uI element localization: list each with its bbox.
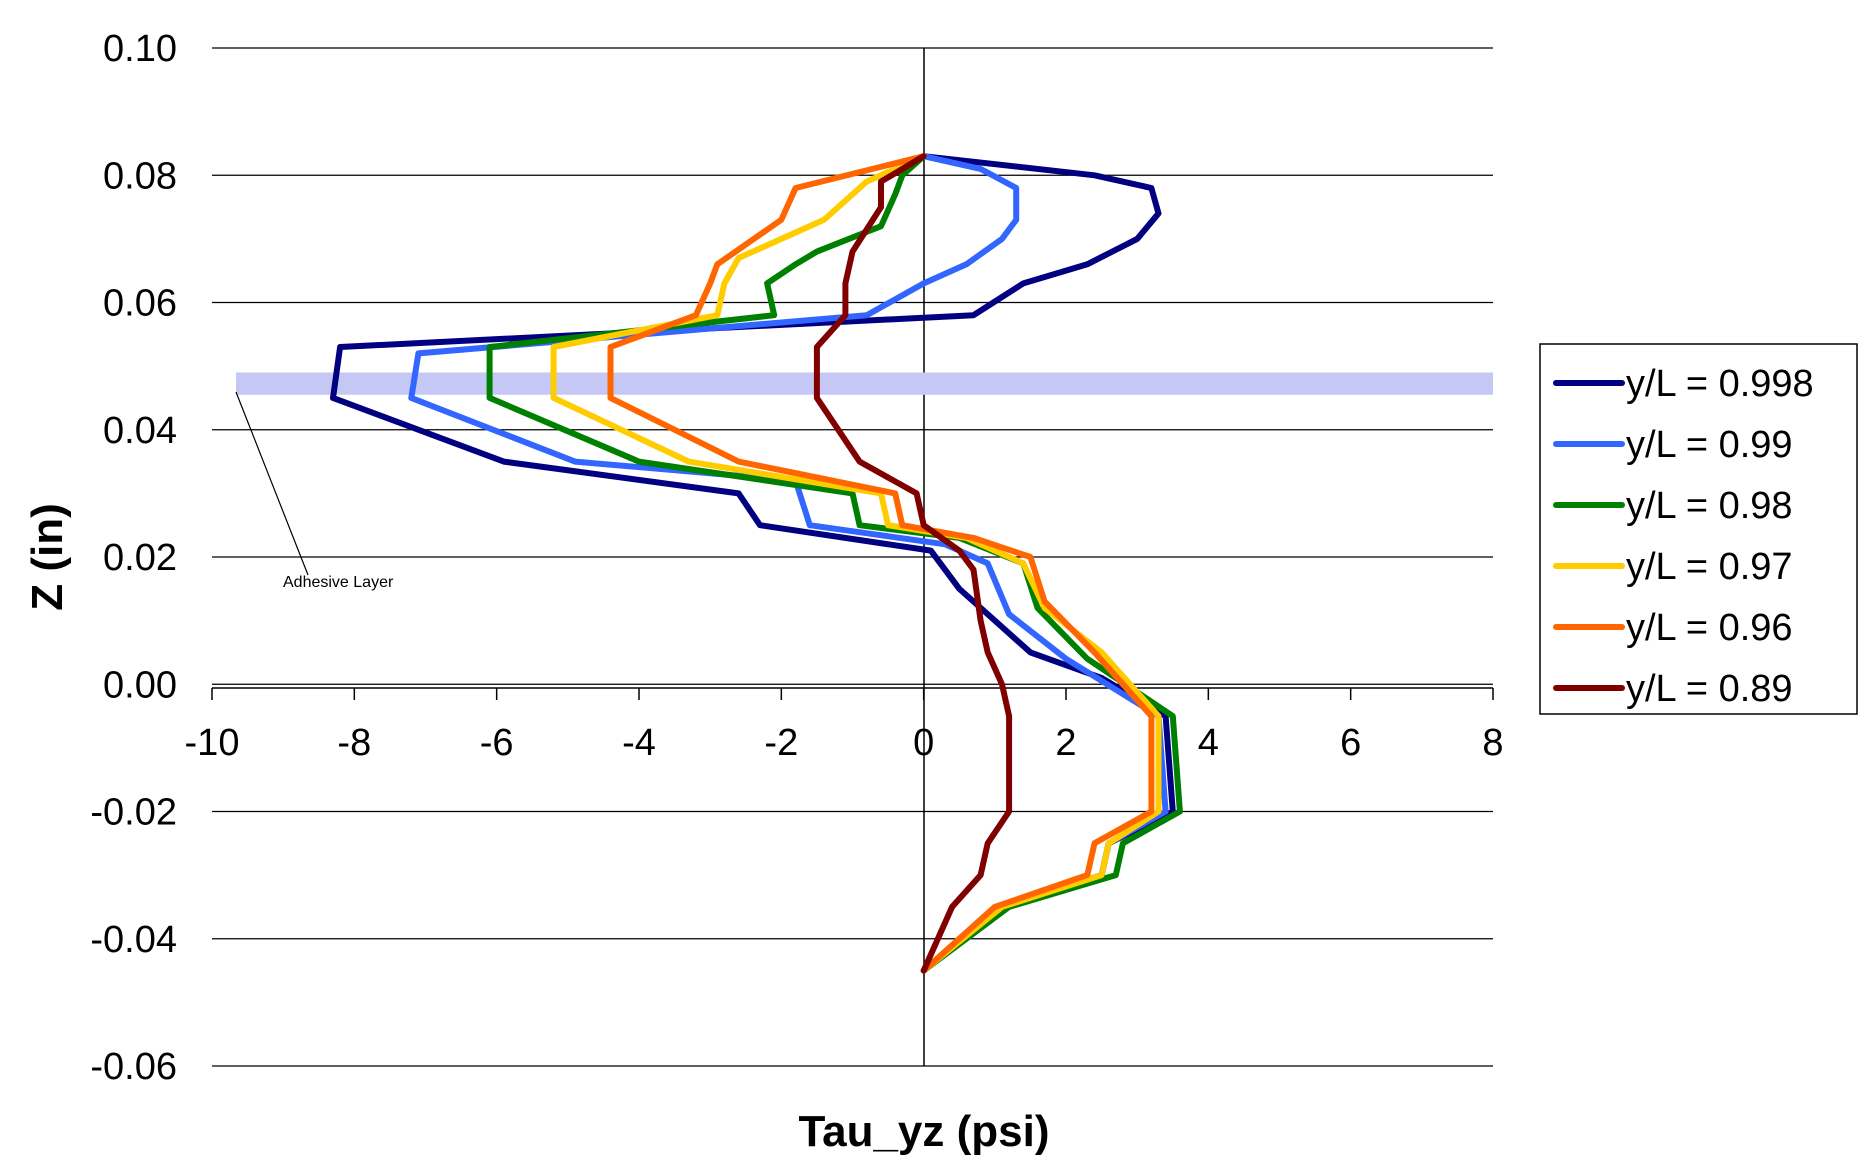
y-tick-label: -0.02	[90, 792, 177, 834]
series-line-4	[550, 153, 1162, 974]
gridlines	[212, 47, 1493, 1067]
y-axis-title: Z (in)	[23, 503, 72, 611]
series-line-6	[813, 153, 1013, 974]
series-line-5	[607, 153, 1155, 974]
legend-label-6: y/L = 0.89	[1626, 668, 1793, 710]
legend-label-1: y/L = 0.998	[1626, 363, 1814, 405]
y-tick-label: 0.06	[103, 283, 177, 325]
legend-box	[1539, 343, 1858, 715]
legend-items: y/L = 0.998 y/L = 0.99 y/L = 0.98 y/L = 0.9…	[1553, 363, 1814, 710]
x-tick-label: -4	[622, 722, 656, 764]
legend-label-3: y/L = 0.98	[1626, 485, 1793, 527]
x-tick-label: 6	[1340, 722, 1361, 764]
x-ticks	[211, 688, 1494, 700]
legend-label-2: y/L = 0.99	[1626, 424, 1793, 466]
legend: y/L = 0.998 y/L = 0.99 y/L = 0.98 y/L = 0.9…	[1539, 343, 1858, 715]
y-tick-label: -0.06	[90, 1046, 177, 1088]
adhesive-layer-leader-line	[235, 391, 309, 576]
x-tick-label: -10	[185, 722, 240, 764]
series-line-2	[408, 153, 1169, 974]
y-tick-label: 0.02	[103, 537, 177, 579]
y-tick-label: 0.00	[103, 664, 177, 706]
adhesive-layer-label: Adhesive Layer	[283, 574, 394, 591]
legend-label-5: y/L = 0.96	[1626, 607, 1793, 649]
x-tick-label: 0	[913, 722, 934, 764]
y-tick-labels: 0.10 0.08 0.06 0.04 0.02 0.00 -0.02 -0.04 -0.06	[90, 28, 177, 1088]
y-tick-label: 0.10	[103, 28, 177, 70]
series-lines	[330, 153, 1183, 974]
x-tick-label: -8	[337, 722, 371, 764]
adhesive-layer-band	[236, 372, 1493, 395]
y-tick-label: 0.04	[103, 410, 177, 452]
x-tick-label: -2	[764, 722, 798, 764]
x-tick-label: 4	[1198, 722, 1219, 764]
x-tick-label: 8	[1482, 722, 1503, 764]
x-tick-label: 2	[1055, 722, 1076, 764]
x-tick-labels: -10 -8 -6 -4 -2 0 2 4 6 8	[185, 722, 1504, 764]
legend-label-4: y/L = 0.97	[1626, 546, 1793, 588]
x-tick-label: -6	[480, 722, 514, 764]
x-axis-title: Tau_yz (psi)	[798, 1107, 1049, 1156]
y-tick-label: 0.08	[103, 155, 177, 197]
series-line-1	[330, 153, 1176, 974]
series-line-3	[486, 153, 1183, 974]
y-tick-label: -0.04	[90, 919, 177, 961]
